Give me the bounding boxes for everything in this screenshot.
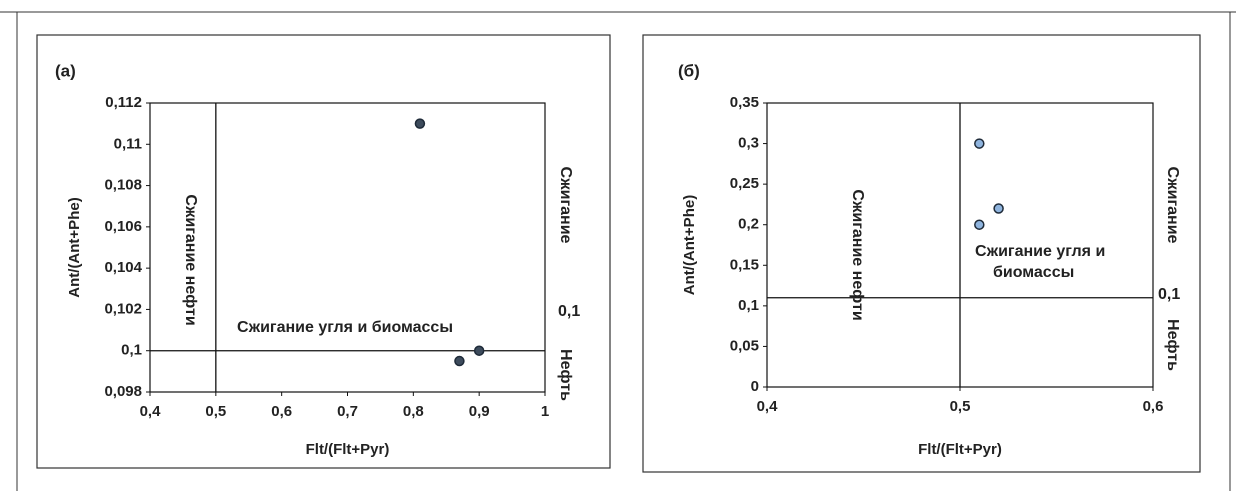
y-tick-label: 0,106	[104, 218, 142, 235]
y-tick-label: 0,104	[104, 259, 142, 276]
point	[974, 138, 985, 149]
y-tick-label: 0,2	[738, 216, 759, 233]
y-tick-label: 0	[751, 378, 759, 395]
panel-border	[642, 34, 1201, 473]
x-axis-title: Flt/(Flt+Pyr)	[918, 441, 1002, 458]
y-tick-label: 0,1	[121, 342, 142, 359]
annotation: Сжигание угля и биомассы	[237, 319, 453, 336]
x-tick-label: 1	[541, 403, 549, 420]
x-tick-label: 0,7	[337, 403, 358, 420]
annotation: Сжигание	[1164, 167, 1181, 244]
x-tick-label: 0,4	[757, 398, 779, 415]
y-tick-label: 0,098	[104, 383, 142, 400]
y-axis-title: Ant/(Ant+Phe)	[681, 195, 698, 295]
annotation: Сжигание нефти	[849, 189, 866, 320]
x-tick-label: 0,8	[403, 403, 424, 420]
plot-area	[149, 102, 546, 393]
annotation: Сжигание	[557, 167, 574, 244]
y-tick-label: 0,3	[738, 135, 759, 152]
annotation: Сжигание нефти	[182, 194, 199, 325]
x-tick-label: 0,5	[950, 398, 971, 415]
x-tick-label: 0,5	[205, 403, 226, 420]
point	[473, 345, 485, 356]
annotation: биомассы	[993, 264, 1074, 281]
panel-label: (б)	[678, 61, 700, 80]
x-tick-label: 0,6	[271, 403, 292, 420]
y-tick-label: 0,25	[730, 175, 759, 192]
point	[454, 355, 465, 367]
annotation: Сжигание угля и	[975, 243, 1105, 260]
panel-label: (a)	[55, 61, 76, 80]
x-axis-title: Flt/(Flt+Pyr)	[306, 441, 390, 458]
annotation: 0,1	[1158, 286, 1180, 303]
annotation: Нефть	[1164, 319, 1181, 371]
y-tick-label: 0,35	[730, 94, 759, 111]
point	[993, 203, 1004, 214]
y-tick-label: 0,15	[730, 256, 759, 273]
annotation: 0,1	[558, 303, 580, 320]
panel-border	[36, 34, 611, 469]
x-tick-label: 0,9	[469, 403, 490, 420]
annotation: Нефть	[557, 349, 574, 401]
y-tick-label: 0,102	[104, 300, 142, 317]
y-tick-label: 0,1	[738, 297, 759, 314]
point	[974, 219, 985, 230]
x-tick-label: 0,4	[140, 403, 162, 420]
x-tick-label: 0,6	[1143, 398, 1164, 415]
y-axis-title: Ant/(Ant+Phe)	[66, 197, 83, 297]
y-tick-label: 0,11	[114, 135, 142, 152]
point	[414, 118, 426, 129]
y-tick-label: 0,108	[104, 177, 142, 194]
y-tick-label: 0,05	[730, 337, 759, 354]
y-tick-label: 0,112	[105, 94, 142, 111]
